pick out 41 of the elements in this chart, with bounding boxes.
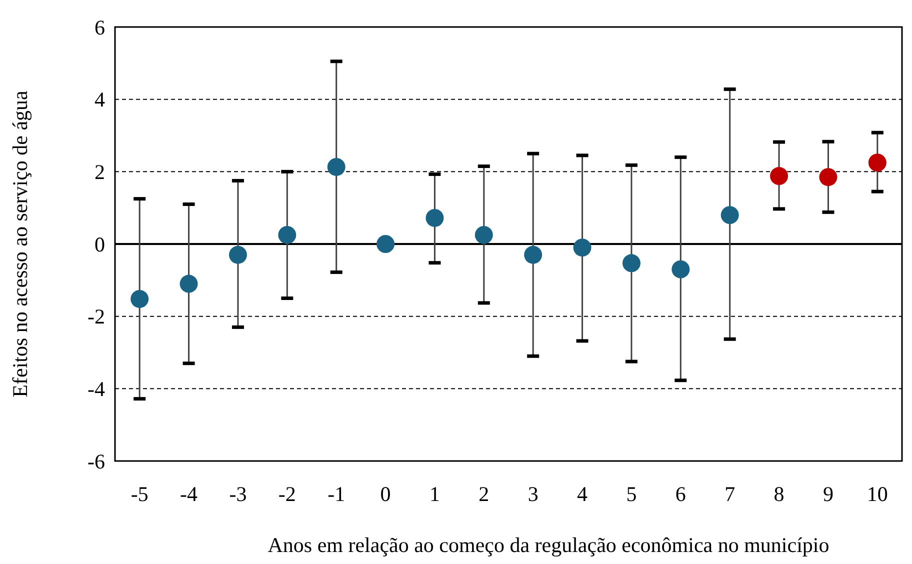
- point: [868, 154, 886, 172]
- point: [524, 246, 542, 264]
- point: [573, 238, 592, 257]
- point: [130, 290, 149, 308]
- x-tick-label: 7: [724, 482, 736, 506]
- x-tick-label: -3: [229, 482, 247, 506]
- y-axis-title: Efeitos no acesso ao serviço de água: [8, 90, 32, 398]
- point: [720, 206, 739, 224]
- point: [180, 274, 198, 293]
- point: [622, 254, 640, 272]
- x-tick-label: 1: [429, 482, 440, 506]
- point: [819, 168, 838, 186]
- x-tick-label: -4: [180, 482, 198, 506]
- y-tick-label: 4: [94, 88, 106, 112]
- y-tick-label: 0: [94, 232, 105, 256]
- point: [770, 167, 788, 186]
- x-tick-label: 9: [822, 482, 834, 506]
- point: [278, 226, 296, 244]
- point: [474, 226, 493, 244]
- x-tick-label: 2: [478, 482, 490, 506]
- point: [672, 260, 690, 278]
- y-tick-label: -6: [88, 449, 105, 474]
- x-tick-label: -1: [328, 482, 346, 506]
- y-tick-label: 6: [94, 15, 105, 40]
- y-tick-label: -4: [88, 377, 106, 402]
- x-tick-label: 3: [528, 482, 538, 506]
- point: [426, 208, 444, 227]
- y-tick-label: 2: [94, 160, 105, 184]
- x-axis-title: Anos em relação ao começo da regulação econômica no município: [268, 533, 830, 557]
- y-tick-label: -2: [88, 304, 105, 329]
- x-tick-label: 4: [577, 482, 588, 506]
- point: [376, 235, 395, 253]
- x-tick-label: -5: [130, 482, 148, 506]
- point: [228, 246, 247, 264]
- x-tick-label: 8: [774, 482, 784, 506]
- point: [327, 158, 346, 176]
- x-tick-label: -2: [278, 482, 296, 506]
- x-tick-label: 5: [626, 482, 637, 506]
- x-tick-label: 0: [380, 482, 391, 506]
- x-tick-label: 10: [866, 482, 888, 506]
- x-tick-label: 6: [675, 482, 686, 506]
